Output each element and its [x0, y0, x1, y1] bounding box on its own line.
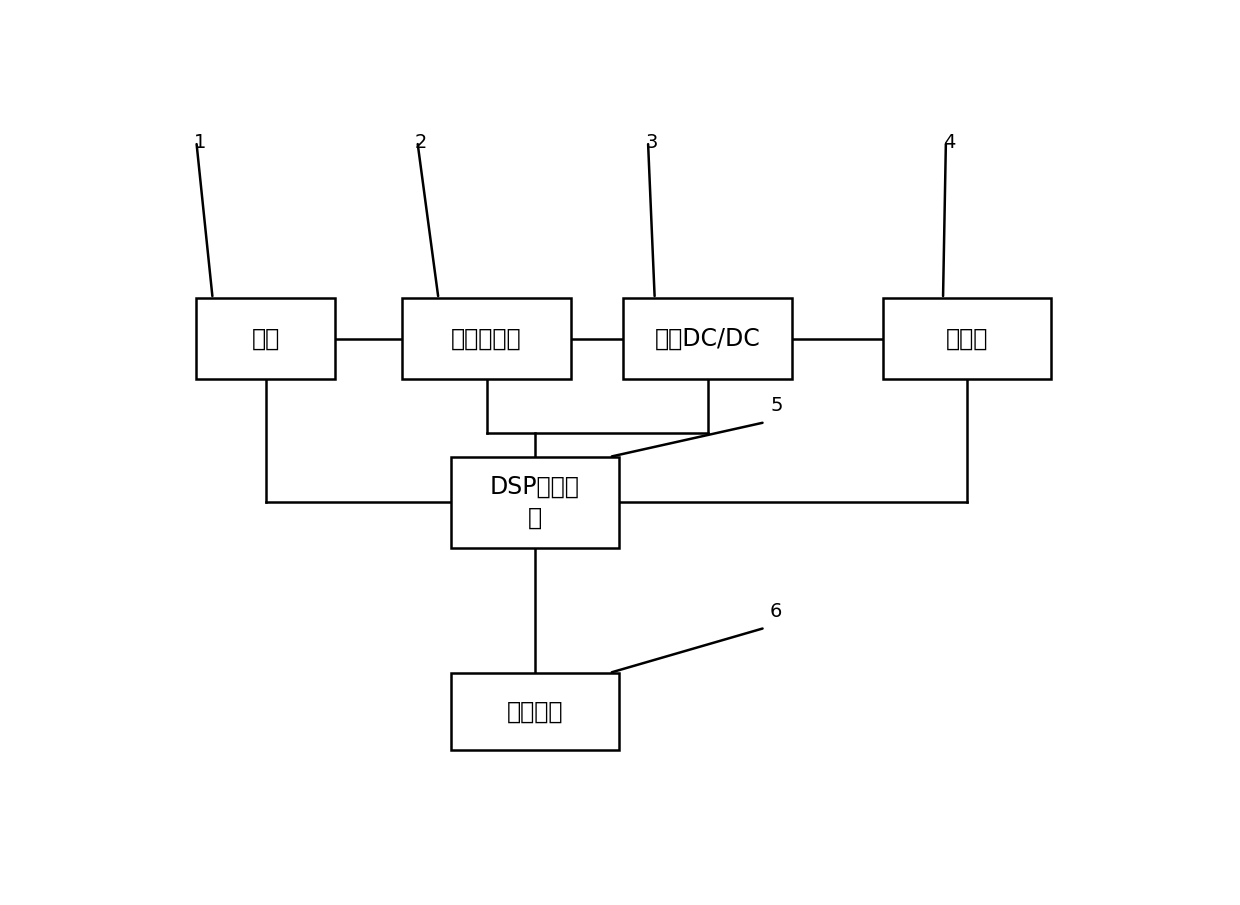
Text: 2: 2 — [414, 133, 427, 152]
Bar — [624, 299, 791, 378]
Text: 电网: 电网 — [252, 327, 280, 350]
Bar — [196, 299, 335, 378]
Text: 面板显示: 面板显示 — [506, 700, 563, 723]
Bar — [450, 457, 619, 548]
Text: 双向DC/DC: 双向DC/DC — [655, 327, 760, 350]
Bar — [883, 299, 1052, 378]
Bar — [450, 673, 619, 749]
Text: 全桥变流器: 全桥变流器 — [451, 327, 522, 350]
Text: 蓄电池: 蓄电池 — [946, 327, 988, 350]
Text: 6: 6 — [770, 602, 782, 621]
Text: 4: 4 — [942, 133, 955, 152]
Text: 5: 5 — [770, 396, 782, 415]
Text: 3: 3 — [645, 133, 657, 152]
Text: 1: 1 — [193, 133, 206, 152]
Bar — [403, 299, 570, 378]
Text: DSP控制单
元: DSP控制单 元 — [490, 474, 579, 530]
